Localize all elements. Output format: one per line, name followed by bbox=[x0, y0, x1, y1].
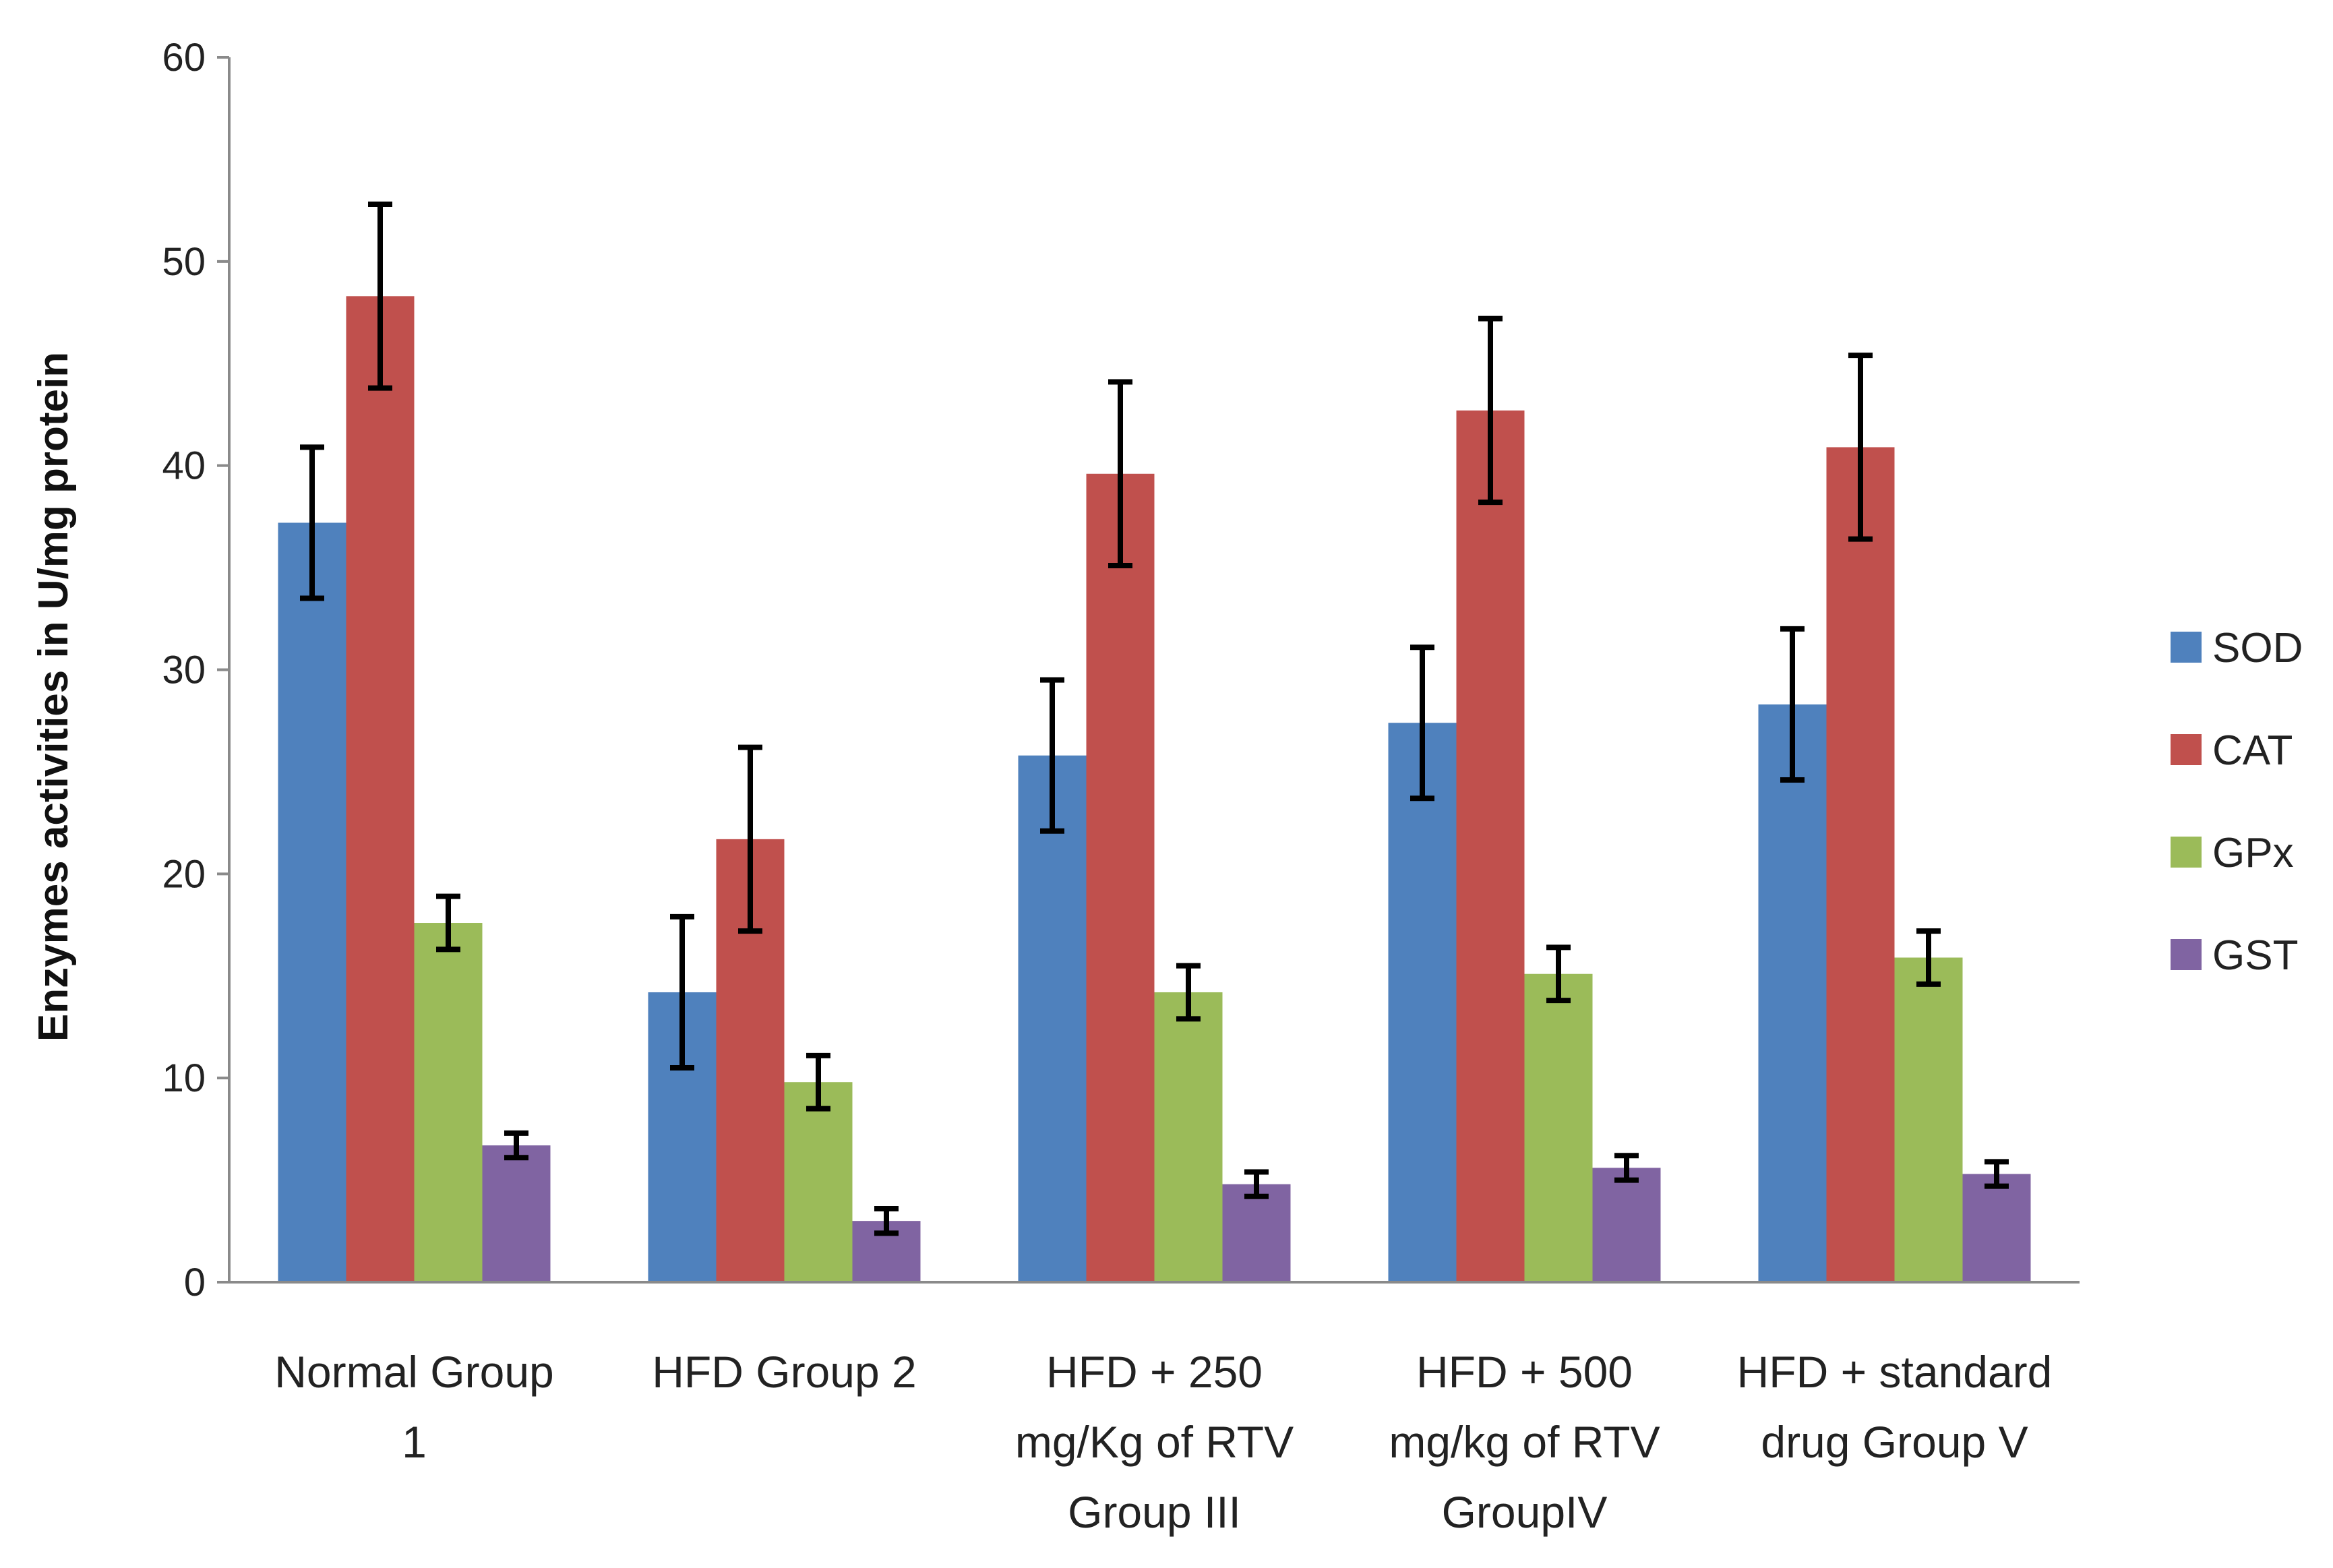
y-tick-label: 10 bbox=[162, 1056, 206, 1100]
bar-gst bbox=[482, 1145, 551, 1282]
legend-label-gpx: GPx bbox=[2212, 830, 2294, 876]
x-category-label-line: GroupIV bbox=[1442, 1487, 1608, 1537]
error-bars-group bbox=[300, 202, 2009, 1236]
bar-cat bbox=[1086, 473, 1155, 1282]
legend-label-cat: CAT bbox=[2212, 727, 2293, 774]
bar-sod bbox=[278, 522, 346, 1283]
y-tick-label: 20 bbox=[162, 852, 206, 896]
bars-group bbox=[278, 296, 2031, 1283]
bar-gpx bbox=[414, 923, 483, 1282]
bar-cat bbox=[1826, 447, 1895, 1283]
x-axis-labels: Normal Group 1 HFD Group 2 HFD + 250 mg/Kg o… bbox=[274, 1347, 2052, 1537]
bar-sod bbox=[1018, 755, 1087, 1282]
x-category-label-line: HFD + standard bbox=[1737, 1347, 2053, 1397]
y-tick-label: 50 bbox=[162, 240, 206, 284]
bar-gst bbox=[1592, 1168, 1661, 1282]
bar-gpx bbox=[1154, 992, 1223, 1282]
y-axis-ticks: 0 10 20 30 40 50 60 bbox=[162, 36, 229, 1304]
y-tick-label: 30 bbox=[162, 649, 206, 692]
legend: SOD CAT GPx GST bbox=[2171, 625, 2303, 979]
x-category-label: HFD + 500 mg/kg of RTV GroupIV bbox=[1389, 1347, 1660, 1537]
x-category-label-line: mg/kg of RTV bbox=[1389, 1417, 1660, 1467]
x-category-label-line: HFD Group 2 bbox=[652, 1347, 916, 1397]
legend-swatch-gpx bbox=[2171, 837, 2202, 868]
bar-sod bbox=[1388, 723, 1457, 1282]
y-tick-label: 60 bbox=[162, 36, 206, 80]
bar-cat bbox=[1456, 410, 1525, 1283]
x-category-label: Normal Group 1 bbox=[274, 1347, 553, 1467]
x-category-label-line: HFD + 500 bbox=[1416, 1347, 1633, 1397]
bar-sod bbox=[1758, 704, 1827, 1282]
legend-swatch-sod bbox=[2171, 632, 2202, 663]
x-category-label: HFD + 250 mg/Kg of RTV Group III bbox=[1015, 1347, 1294, 1537]
x-category-label: HFD + standard drug Group V bbox=[1737, 1347, 2053, 1467]
bar-gpx bbox=[784, 1082, 853, 1282]
y-tick-label: 0 bbox=[184, 1261, 206, 1304]
x-category-label-line: HFD + 250 bbox=[1046, 1347, 1263, 1397]
x-category-label-line: Normal Group bbox=[274, 1347, 553, 1397]
x-category-label-line: Group III bbox=[1068, 1487, 1241, 1537]
legend-label-sod: SOD bbox=[2212, 625, 2303, 671]
y-tick-label: 40 bbox=[162, 444, 206, 488]
legend-swatch-gst bbox=[2171, 939, 2202, 970]
x-category-label-line: drug Group V bbox=[1761, 1417, 2028, 1467]
bar-gpx bbox=[1524, 973, 1593, 1282]
x-category-label-line: mg/Kg of RTV bbox=[1015, 1417, 1294, 1467]
bar-gpx bbox=[1894, 957, 1963, 1282]
x-category-label: HFD Group 2 bbox=[652, 1347, 916, 1397]
legend-swatch-cat bbox=[2171, 734, 2202, 765]
y-axis-label: Enzymes activities in U/mg protein bbox=[30, 352, 77, 1042]
x-category-label-line: 1 bbox=[402, 1417, 427, 1467]
bar-gst bbox=[1962, 1174, 2031, 1282]
legend-label-gst: GST bbox=[2212, 932, 2298, 979]
bar-cat bbox=[346, 296, 415, 1283]
bar-gst bbox=[1222, 1184, 1291, 1282]
